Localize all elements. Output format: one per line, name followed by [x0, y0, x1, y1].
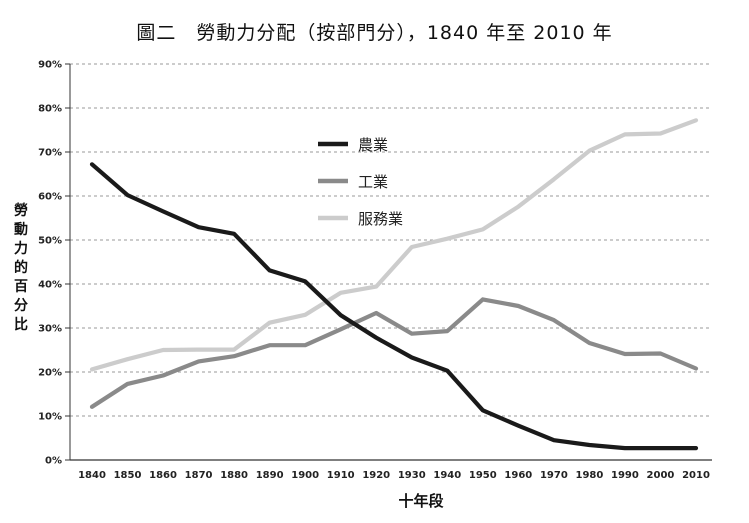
- y-tick-label: 50%: [38, 236, 62, 247]
- legend-label: 工業: [358, 173, 388, 191]
- y-tick-label: 30%: [38, 324, 62, 335]
- x-axis-label: 十年段: [398, 492, 443, 510]
- legend-label: 農業: [358, 136, 388, 154]
- chart-title: 圖二 勞動力分配（按部門分），1840 年至 2010 年: [136, 22, 613, 44]
- series-line-1: [89, 297, 699, 409]
- y-tick-label: 20%: [38, 368, 62, 379]
- y-tick-label: 40%: [38, 280, 62, 291]
- series-line-0: [89, 162, 699, 451]
- y-tick-label: 0%: [45, 456, 62, 467]
- x-tick-label: 1840: [78, 470, 106, 481]
- y-tick-label: 60%: [38, 192, 62, 203]
- x-tick-label: 1990: [611, 470, 639, 481]
- x-tick-label: 1880: [220, 470, 248, 481]
- x-tick-label: 1900: [291, 470, 319, 481]
- x-tick-label: 1950: [469, 470, 497, 481]
- x-tick-label: 2010: [682, 470, 710, 481]
- y-axis-label: 勞動力的百分比: [14, 202, 28, 333]
- x-tick-label: 1960: [504, 470, 532, 481]
- x-tick-label: 1930: [398, 470, 426, 481]
- y-tick-label: 10%: [38, 412, 62, 423]
- x-tick-label: 1970: [540, 470, 568, 481]
- x-tick-label: 1920: [362, 470, 390, 481]
- x-tick-label: 1980: [575, 470, 603, 481]
- series-line-2: [89, 118, 699, 372]
- x-tick-label: 1940: [433, 470, 461, 481]
- y-tick-label: 80%: [38, 104, 62, 115]
- x-tick-label: 1860: [149, 470, 177, 481]
- x-tick-label: 1870: [185, 470, 213, 481]
- y-tick-label: 70%: [38, 148, 62, 159]
- x-tick-label: 1850: [114, 470, 142, 481]
- x-tick-label: 2000: [647, 470, 675, 481]
- x-tick-label: 1890: [256, 470, 284, 481]
- y-tick-label: 90%: [38, 60, 62, 71]
- x-tick-label: 1910: [327, 470, 355, 481]
- legend-label: 服務業: [358, 210, 403, 228]
